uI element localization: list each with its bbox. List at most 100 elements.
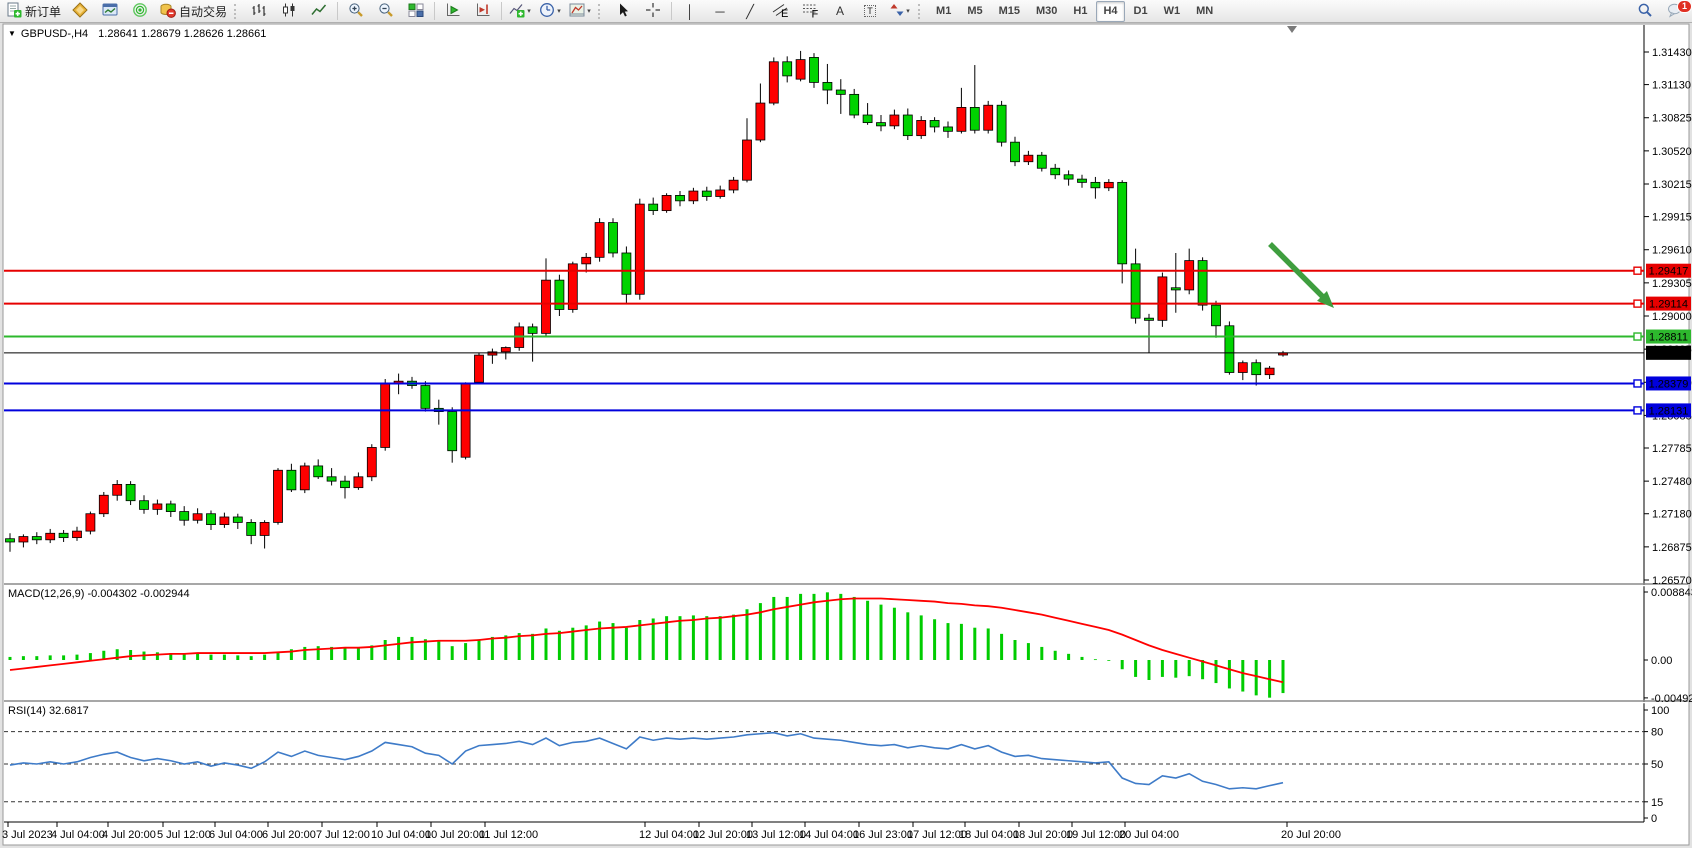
auto-scroll-button[interactable] xyxy=(439,0,467,22)
macd-histogram-bar xyxy=(21,656,25,660)
timeframe-button-m30[interactable]: M30 xyxy=(1036,5,1058,17)
macd-histogram-bar xyxy=(839,593,843,660)
macd-signal-line xyxy=(9,597,1284,684)
cursor-button[interactable] xyxy=(609,0,637,22)
timeframe-button-h4[interactable]: H4 xyxy=(1096,0,1125,22)
chat-button[interactable]: 1 xyxy=(1661,0,1692,22)
time-tick-label: 10 Jul 20:00 xyxy=(425,829,485,841)
candle-body xyxy=(5,538,15,543)
metaeditor-icon xyxy=(72,1,88,21)
candle-body xyxy=(943,126,953,132)
trend-arrow-head[interactable] xyxy=(1317,291,1334,308)
chevron-down-icon[interactable]: ▾ xyxy=(906,8,910,15)
text-button[interactable]: A xyxy=(826,0,854,22)
macd-histogram-bar xyxy=(504,635,508,660)
chart-ohlc-values: 1.28641 1.28679 1.28626 1.28661 xyxy=(98,28,267,40)
macd-histogram-bar xyxy=(638,620,642,660)
macd-histogram-bar xyxy=(182,653,186,660)
level-lines-layer: 1.29417 1.29114 1.28811 1.28661 1.28379 1.281… xyxy=(4,263,1691,418)
equidistant-channel-button[interactable]: E xyxy=(766,0,794,22)
chevron-down-icon[interactable]: ▾ xyxy=(557,8,561,15)
candle-body xyxy=(728,179,739,191)
candle-body xyxy=(527,326,538,334)
timeframe-button-d1[interactable]: D1 xyxy=(1133,5,1148,17)
macd-histogram-bar xyxy=(303,646,307,660)
bar-chart-icon xyxy=(251,2,267,21)
terminal-button[interactable] xyxy=(96,0,124,22)
chart-shift-marker[interactable] xyxy=(1287,26,1297,33)
trendline-button[interactable]: ╱ xyxy=(736,0,764,22)
candlestick-chart-button[interactable] xyxy=(275,0,303,22)
horizontal-line-icon: ─ xyxy=(715,3,725,19)
timeframe-button-h1[interactable]: H1 xyxy=(1073,5,1088,17)
line-anchor-handle[interactable] xyxy=(1633,406,1642,415)
candle-body xyxy=(98,494,109,515)
candle-body xyxy=(567,263,578,310)
price-tick-label: 1.29915 xyxy=(1652,212,1692,224)
zoom-out-button[interactable] xyxy=(372,0,400,22)
autotrading-button[interactable]: 自动交易 xyxy=(156,0,230,22)
crosshair-button[interactable] xyxy=(639,0,667,22)
templates-icon xyxy=(569,2,585,21)
candle-body xyxy=(701,190,712,197)
macd-histogram-bar xyxy=(423,639,427,660)
horizontal-line-button[interactable]: ─ xyxy=(706,0,734,22)
timeframe-button-m1[interactable]: M1 xyxy=(936,5,952,17)
text-label-button[interactable]: T xyxy=(856,0,884,22)
timeframe-button-mn[interactable]: MN xyxy=(1196,5,1214,17)
line-anchor-handle[interactable] xyxy=(1633,379,1642,388)
candle-body xyxy=(313,465,324,478)
macd-histogram-bar xyxy=(209,654,213,660)
candle-body xyxy=(447,411,458,452)
zoom-in-button[interactable] xyxy=(342,0,370,22)
fibonacci-button[interactable]: F xyxy=(796,0,824,22)
time-tick-label: 4 Jul 20:00 xyxy=(102,829,156,841)
candle-body xyxy=(916,120,927,137)
tile-windows-button[interactable] xyxy=(402,0,430,22)
indicators-button[interactable]: ▾ xyxy=(506,0,534,22)
macd-histogram-bar xyxy=(102,650,106,660)
macd-histogram-bar xyxy=(289,649,293,660)
vertical-line-button[interactable]: │ xyxy=(676,0,704,22)
time-tick-label: 18 Jul 04:00 xyxy=(959,829,1019,841)
candle-body xyxy=(165,503,176,512)
candle-body xyxy=(929,120,940,128)
macd-histogram-bar xyxy=(665,616,669,660)
line-anchor-handle[interactable] xyxy=(1633,332,1642,341)
candle-body xyxy=(634,203,645,295)
macd-axis-label: 0.008843 xyxy=(1651,587,1692,599)
macd-histogram-bar xyxy=(758,603,762,660)
line-chart-button[interactable] xyxy=(305,0,333,22)
strategy-tester-button[interactable] xyxy=(126,0,154,22)
search-icon xyxy=(1637,2,1653,21)
price-tick-label: 1.31430 xyxy=(1652,47,1692,59)
metaeditor-button[interactable] xyxy=(66,0,94,22)
macd-histogram-bar xyxy=(35,656,39,660)
search-button[interactable] xyxy=(1631,0,1659,22)
price-tick-label: 1.29305 xyxy=(1652,278,1692,290)
timeframe-button-w1[interactable]: W1 xyxy=(1163,5,1181,17)
symbol-dropdown-icon[interactable]: ▼ xyxy=(8,29,16,38)
vertical-line-icon: │ xyxy=(685,3,695,19)
chart-window xyxy=(2,23,1690,846)
chart-shift-button[interactable] xyxy=(469,0,497,22)
line-anchor-handle[interactable] xyxy=(1633,266,1642,275)
timeframe-button-m5[interactable]: M5 xyxy=(967,5,983,17)
main-toolbar: 新订单 自动交易 ▾ ▾ xyxy=(0,0,1692,23)
periods-button[interactable]: ▾ xyxy=(536,0,564,22)
templates-button[interactable]: ▾ xyxy=(566,0,594,22)
macd-histogram-bar xyxy=(866,600,870,660)
chevron-down-icon[interactable]: ▾ xyxy=(587,8,591,15)
candle-body xyxy=(1050,167,1061,176)
timeframe-button-m15[interactable]: M15 xyxy=(998,5,1020,17)
candle-body xyxy=(45,532,56,541)
trend-arrow[interactable] xyxy=(1268,242,1327,301)
arrows-button[interactable]: ▾ xyxy=(886,0,914,22)
line-anchor-handle[interactable] xyxy=(1633,299,1642,308)
bar-chart-button[interactable] xyxy=(245,0,273,22)
chevron-down-icon[interactable]: ▾ xyxy=(527,8,531,15)
candle-body xyxy=(1117,181,1128,265)
new-order-button[interactable]: 新订单 xyxy=(3,0,64,22)
time-tick-label: 17 Jul 12:00 xyxy=(907,829,967,841)
candle-body xyxy=(273,469,283,523)
